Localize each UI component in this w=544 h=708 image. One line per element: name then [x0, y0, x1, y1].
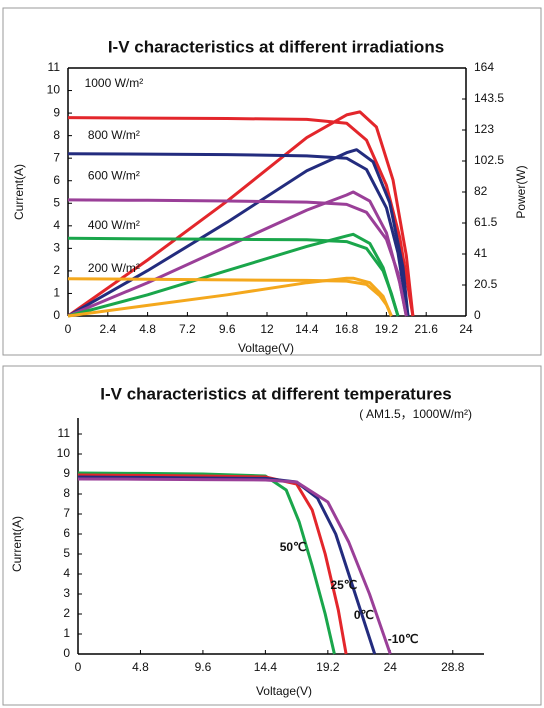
series-line	[67, 116, 415, 317]
y-tick-label: 10	[57, 446, 71, 460]
series-line	[67, 110, 415, 318]
y-tick-label: 9	[63, 466, 70, 480]
chart-subtitle: ( AM1.5，1000W/m²)	[359, 407, 472, 421]
series-line	[67, 190, 408, 318]
x-tick-label: 24	[459, 322, 473, 336]
series-line	[67, 148, 410, 318]
y-tick-label: 4	[63, 566, 70, 580]
y-tick-label: 5	[63, 546, 70, 560]
x-axis-label: Voltage(V)	[238, 341, 294, 355]
series-line	[77, 477, 392, 655]
y-tick-label: 7	[63, 506, 70, 520]
y-tick-label: 2	[63, 606, 70, 620]
y-tick-label: 3	[53, 241, 60, 255]
y-tick-label: 7	[53, 150, 60, 164]
y-tick-label: 8	[53, 128, 60, 142]
y-tick-label: 8	[63, 486, 70, 500]
panel	[2, 365, 542, 706]
y2-axis-label: Power(W)	[514, 165, 528, 218]
y-tick-label: 11	[48, 60, 61, 74]
x-tick-label: 12	[260, 322, 274, 336]
y-tick-label: 3	[63, 586, 70, 600]
series-line	[67, 232, 400, 318]
y2-tick-label: 41	[474, 246, 488, 260]
x-tick-label: 21.6	[415, 322, 439, 336]
x-tick-label: 7.2	[179, 322, 196, 336]
y-tick-label: 11	[58, 426, 71, 440]
y2-tick-label: 102.5	[474, 153, 504, 167]
annotation: 25℃	[330, 578, 357, 592]
series-line	[67, 276, 393, 318]
x-tick-label: 9.6	[219, 322, 236, 336]
y2-tick-label: 164	[474, 60, 494, 74]
y-tick-label: 1	[63, 626, 70, 640]
chart-title: I-V characteristics at different irradia…	[108, 37, 444, 56]
y-tick-label: 6	[53, 173, 60, 187]
y-tick-label: 9	[53, 105, 60, 119]
y2-tick-label: 123	[474, 122, 494, 136]
y2-tick-label: 143.5	[474, 91, 504, 105]
x-tick-label: 4.8	[139, 322, 156, 336]
y2-tick-label: 0	[474, 308, 481, 322]
y2-tick-label: 82	[474, 184, 488, 198]
annotation: 50℃	[280, 540, 307, 554]
annotation: 0℃	[354, 608, 374, 622]
x-axis-label: Voltage(V)	[256, 684, 312, 698]
x-tick-label: 14.4	[254, 660, 278, 674]
x-tick-label: 28.8	[441, 660, 465, 674]
annotation: -10℃	[388, 632, 419, 646]
y-tick-label: 1	[53, 286, 60, 300]
y-tick-label: 4	[53, 218, 60, 232]
y-tick-label: 2	[53, 263, 60, 277]
y-tick-label: 5	[53, 195, 60, 209]
y-tick-label: 0	[53, 308, 60, 322]
annotation: 800 W/m²	[88, 128, 140, 142]
chart-title: I-V characteristics at different tempera…	[100, 384, 451, 403]
x-tick-label: 9.6	[195, 660, 212, 674]
y-tick-label: 6	[63, 526, 70, 540]
y2-tick-label: 61.5	[474, 215, 498, 229]
x-tick-label: 2.4	[99, 322, 116, 336]
y-tick-label: 0	[63, 646, 70, 660]
y2-tick-label: 20.5	[474, 277, 498, 291]
x-tick-label: 0	[75, 660, 82, 674]
series-line	[77, 471, 336, 655]
y-tick-label: 10	[47, 83, 61, 97]
annotation: 600 W/m²	[88, 168, 140, 182]
x-tick-label: 19.2	[375, 322, 399, 336]
x-tick-label: 4.8	[132, 660, 149, 674]
annotation: 400 W/m²	[88, 218, 140, 232]
y-axis-label: Current(A)	[12, 164, 26, 220]
x-tick-label: 0	[65, 322, 72, 336]
x-tick-label: 24	[384, 660, 398, 674]
x-tick-label: 16.8	[335, 322, 359, 336]
series-line	[77, 473, 348, 655]
annotation: 1000 W/m²	[85, 76, 144, 90]
panel	[2, 7, 542, 356]
x-tick-label: 19.2	[316, 660, 340, 674]
series-line	[67, 152, 410, 317]
y-axis-label: Current(A)	[10, 516, 24, 572]
annotation: 200 W/m²	[88, 261, 140, 275]
x-tick-label: 14.4	[295, 322, 319, 336]
